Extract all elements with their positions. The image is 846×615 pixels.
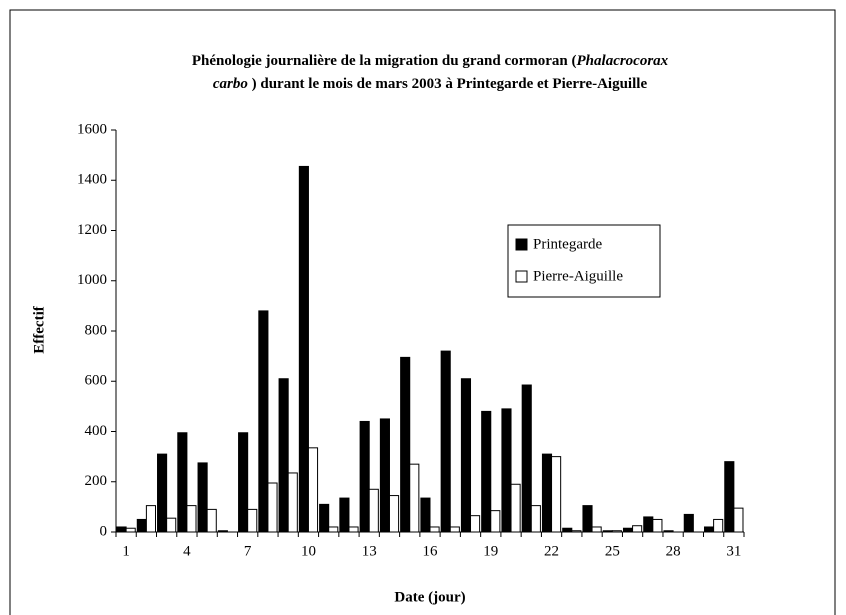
bar bbox=[125, 527, 136, 533]
bar bbox=[551, 456, 562, 533]
x-tick-label: 10 bbox=[301, 543, 316, 559]
bar bbox=[319, 503, 330, 533]
bar bbox=[116, 526, 127, 533]
bar bbox=[724, 461, 735, 533]
y-tick-label: 1000 bbox=[77, 272, 107, 288]
y-tick-label: 1400 bbox=[77, 172, 107, 188]
bar bbox=[177, 432, 188, 533]
x-tick-label: 19 bbox=[483, 543, 498, 559]
title-segment: Phalacrocorax bbox=[577, 53, 669, 69]
bar bbox=[238, 432, 249, 533]
y-tick-label: 200 bbox=[85, 473, 108, 489]
bar bbox=[440, 350, 451, 533]
bar bbox=[501, 408, 512, 533]
bar bbox=[379, 418, 390, 533]
bar bbox=[470, 515, 481, 533]
bar bbox=[307, 447, 319, 533]
bar bbox=[206, 508, 217, 533]
bar bbox=[683, 513, 694, 533]
x-axis-label: Date (jour) bbox=[394, 589, 465, 605]
bar bbox=[388, 495, 400, 533]
bar bbox=[145, 505, 157, 533]
legend-box bbox=[507, 224, 661, 298]
bar bbox=[197, 462, 208, 533]
bar bbox=[562, 527, 573, 533]
bar bbox=[449, 526, 460, 533]
bar bbox=[359, 420, 370, 533]
x-tick-label: 1 bbox=[122, 543, 130, 559]
bar bbox=[643, 516, 654, 533]
bar bbox=[490, 510, 501, 533]
x-tick-label: 4 bbox=[183, 543, 191, 559]
bar bbox=[713, 518, 724, 533]
bar bbox=[136, 518, 147, 533]
y-tick-label: 0 bbox=[100, 523, 108, 539]
chart-title: carbo ) durant le mois de mars 2003 à Pr… bbox=[213, 76, 648, 92]
bar bbox=[267, 482, 278, 533]
bar bbox=[521, 384, 532, 533]
bar bbox=[652, 518, 663, 533]
x-tick-label: 25 bbox=[605, 543, 620, 559]
y-tick-label: 600 bbox=[85, 373, 108, 389]
bar bbox=[298, 165, 309, 533]
x-tick-label: 7 bbox=[244, 543, 252, 559]
bar bbox=[217, 530, 228, 533]
bar bbox=[510, 483, 521, 533]
bar bbox=[400, 356, 411, 533]
bar bbox=[733, 507, 744, 533]
bar bbox=[278, 378, 289, 533]
bar bbox=[481, 410, 492, 533]
x-tick-label: 28 bbox=[666, 543, 681, 559]
chart-title: Phénologie journalière de la migration d… bbox=[192, 53, 669, 69]
bar bbox=[460, 378, 472, 533]
bar bbox=[663, 530, 674, 533]
bar bbox=[571, 530, 582, 533]
y-tick-label: 400 bbox=[85, 423, 108, 439]
bar bbox=[348, 526, 359, 533]
bar bbox=[258, 310, 269, 533]
bar bbox=[591, 526, 602, 533]
x-tick-label: 22 bbox=[544, 543, 559, 559]
bar bbox=[186, 505, 197, 533]
bar bbox=[339, 497, 350, 533]
bar bbox=[368, 488, 379, 533]
title-segment: carbo bbox=[213, 76, 248, 92]
title-segment: Phénologie journalière de la migration d… bbox=[192, 53, 577, 69]
bar bbox=[582, 505, 593, 533]
y-tick-label: 800 bbox=[85, 322, 108, 338]
y-axis-label: Effectif bbox=[31, 305, 47, 353]
bar bbox=[703, 526, 715, 533]
bar bbox=[622, 527, 634, 533]
bar bbox=[328, 526, 339, 533]
bar bbox=[409, 463, 420, 533]
title-segment: ) durant le mois de mars 2003 à Printega… bbox=[248, 76, 648, 92]
x-tick-label: 16 bbox=[423, 543, 439, 559]
y-tick-label: 1200 bbox=[77, 222, 107, 238]
bar bbox=[429, 526, 440, 533]
bar bbox=[420, 497, 431, 533]
legend-label: Pierre-Aiguille bbox=[533, 268, 623, 284]
bar bbox=[157, 453, 168, 533]
bar bbox=[287, 472, 298, 533]
x-tick-label: 13 bbox=[362, 543, 377, 559]
bar bbox=[247, 508, 258, 533]
legend-swatch bbox=[515, 270, 528, 283]
bar bbox=[611, 530, 622, 533]
legend-swatch bbox=[515, 238, 528, 251]
bar bbox=[602, 530, 613, 533]
bar bbox=[632, 525, 643, 533]
y-tick-label: 1600 bbox=[77, 121, 107, 137]
legend-label: Printegarde bbox=[533, 236, 602, 252]
bar bbox=[166, 517, 177, 533]
bar bbox=[541, 453, 553, 533]
x-tick-label: 31 bbox=[726, 543, 741, 559]
bar bbox=[530, 505, 541, 533]
